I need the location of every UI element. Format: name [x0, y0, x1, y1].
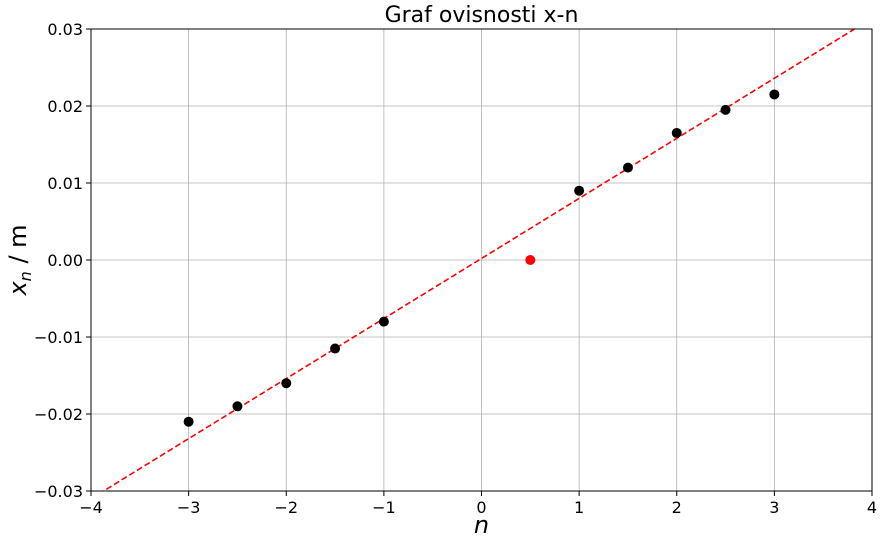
x-tick-label: −1	[372, 498, 396, 517]
y-tick-label: 0.00	[47, 251, 83, 270]
y-tick-label: −0.01	[34, 328, 83, 347]
x-tick-label: 1	[574, 498, 584, 517]
x-tick-label: 3	[769, 498, 779, 517]
y-axis-label: xn / m	[4, 224, 35, 296]
chart-title: Graf ovisnosti x-n	[385, 3, 579, 28]
data-point	[671, 127, 682, 138]
data-point	[330, 343, 341, 354]
x-axis-label: n	[474, 511, 489, 539]
y-tick-label: 0.03	[47, 20, 83, 39]
x-tick-label: 0	[476, 498, 486, 517]
data-points	[183, 89, 780, 427]
y-tick-label: −0.02	[34, 405, 83, 424]
data-point	[525, 255, 536, 265]
data-point	[183, 416, 194, 427]
data-point	[574, 185, 585, 196]
data-point	[281, 378, 292, 389]
data-point	[232, 401, 243, 412]
data-point	[622, 162, 633, 173]
y-axis-ticks: −0.03 −0.02 −0.01 0.00 0.01 0.02 0.03	[34, 20, 91, 501]
x-axis-ticks: −4 −3 −2 −1 0 1 2 3 4	[79, 491, 877, 517]
data-point	[378, 316, 389, 327]
y-axis-label-base: x	[4, 281, 32, 297]
data-point	[769, 89, 780, 100]
grid-lines	[90, 28, 873, 492]
x-tick-label: −2	[274, 498, 298, 517]
data-point	[720, 104, 731, 115]
y-axis-label-sub: n	[16, 271, 35, 281]
y-tick-label: 0.02	[47, 97, 83, 116]
x-tick-label: −3	[177, 498, 201, 517]
x-tick-label: 2	[672, 498, 682, 517]
y-axis-label-unit: / m	[4, 224, 32, 271]
y-tick-label: 0.01	[47, 174, 83, 193]
y-tick-label: −0.03	[34, 482, 83, 501]
x-tick-label: −4	[79, 498, 103, 517]
x-tick-label: 4	[867, 498, 877, 517]
